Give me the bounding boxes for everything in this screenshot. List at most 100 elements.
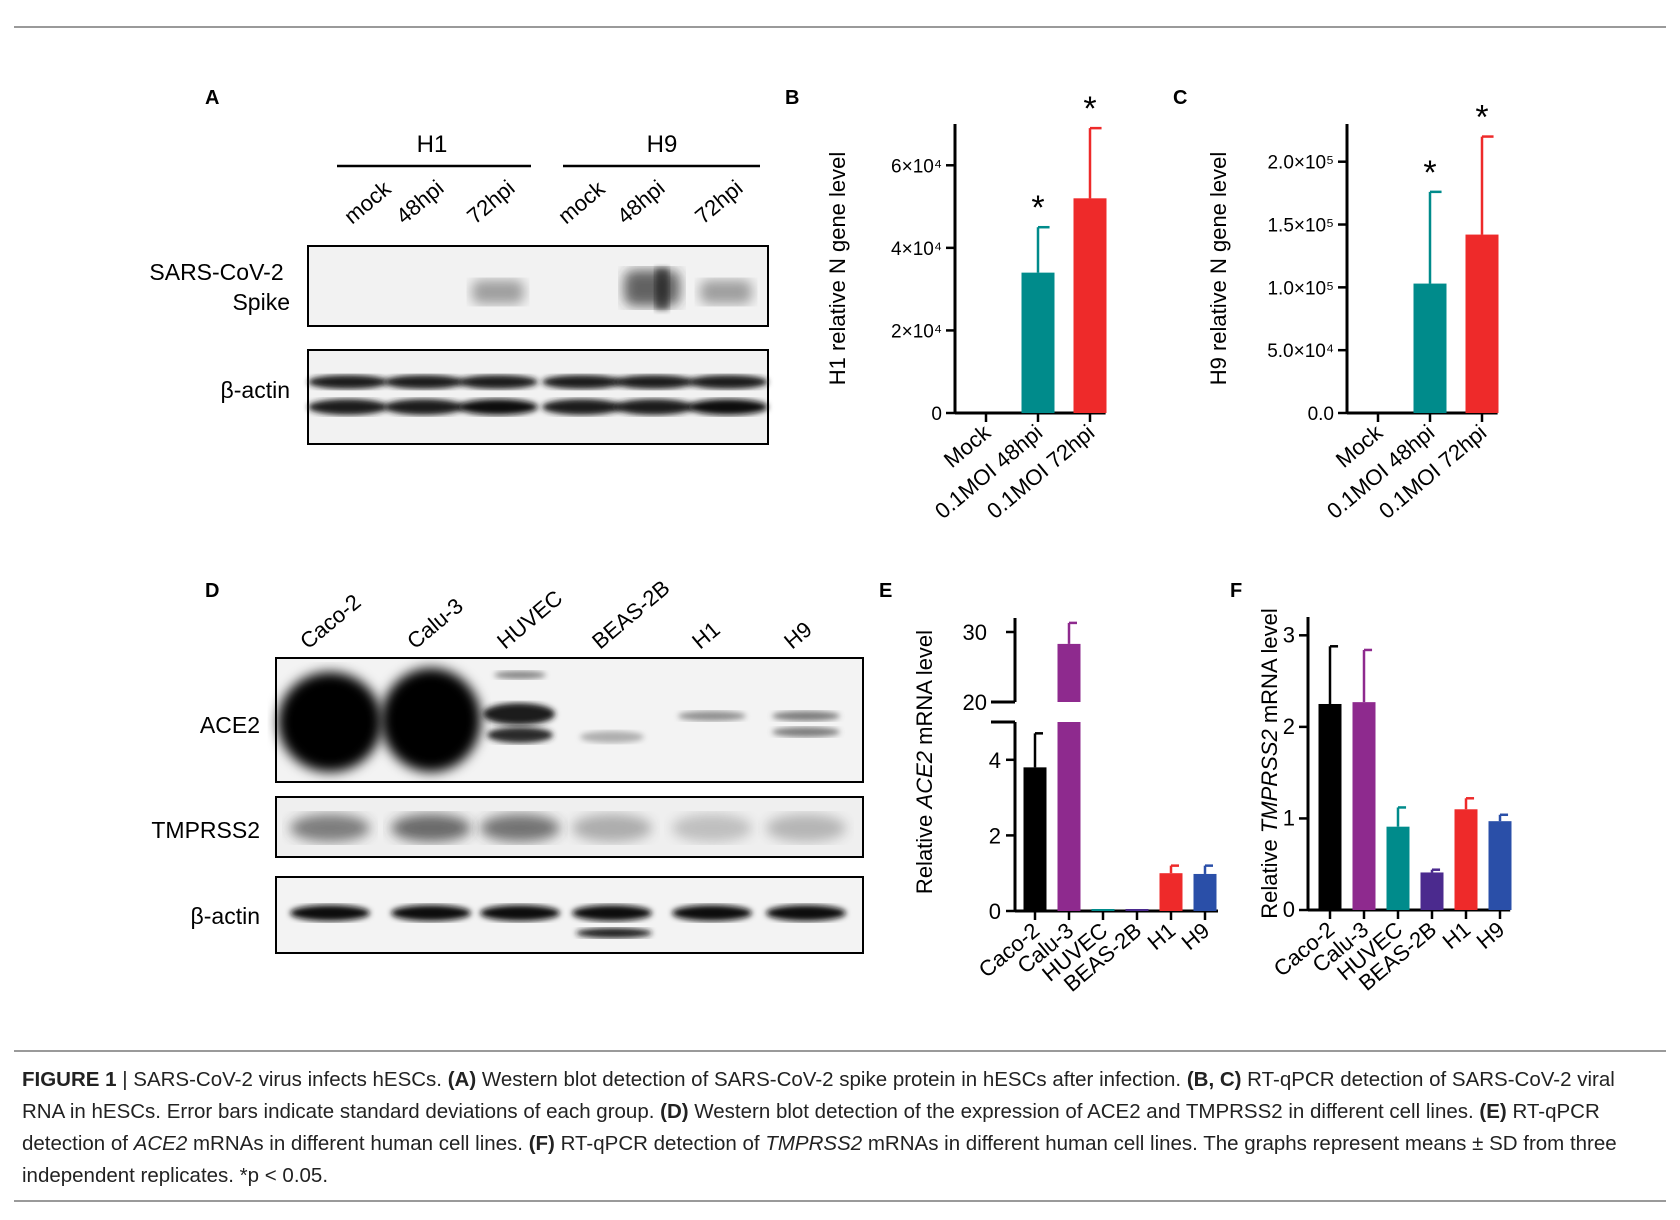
bar <box>1159 873 1183 911</box>
beta-actin-blot-a <box>307 349 769 445</box>
lane-label-a: mock <box>553 175 610 229</box>
caption-segment: (D) <box>660 1100 689 1123</box>
ace2-band-huvec-lower <box>487 727 553 743</box>
group-label-h1: H1 <box>417 131 448 158</box>
ace2-band-caco2 <box>278 672 382 772</box>
y-tick-label: 0 <box>931 404 942 425</box>
y-axis-label-part: Relative <box>1257 833 1282 919</box>
panel-f-letter: F <box>1230 580 1242 602</box>
y-tick-label: 2.0×10⁵ <box>1267 153 1334 174</box>
actin-band-lower <box>542 399 622 415</box>
actin-band-lower <box>688 399 768 415</box>
lane-label-a: 72hpi <box>690 175 747 229</box>
bar-lower <box>1057 722 1081 911</box>
actin-band-d <box>391 905 471 921</box>
chart-f: 0123Caco-2Calu-3HUVECBEAS-2BH1H9Relative… <box>1257 608 1512 996</box>
bar <box>1023 767 1047 911</box>
y-tick-label: 2×10⁴ <box>891 321 942 342</box>
lane-label-d: HUVEC <box>492 585 567 654</box>
spike-row-label: SARS-CoV-2 Spike <box>149 259 290 315</box>
caption-body: SARS-CoV-2 virus infects hESCs. (A) West… <box>22 1068 1617 1187</box>
lane-label-a: 48hpi <box>612 175 669 229</box>
y-tick-label: 0 <box>989 899 1001 924</box>
y-tick-label: 4×10⁴ <box>891 239 942 260</box>
bar <box>1318 703 1342 910</box>
spike-band-h1-72hpi <box>472 280 524 304</box>
y-tick-label: 5.0×10⁴ <box>1267 341 1334 362</box>
bar <box>1488 821 1512 910</box>
beas2b-extra-band <box>576 928 652 938</box>
y-axis-label-part: Relative <box>912 808 937 894</box>
caption-segment: RT-qPCR detection of <box>554 1132 766 1155</box>
tmprss2-band <box>391 814 471 842</box>
lane-label-d: Calu-3 <box>402 593 468 654</box>
actin-band-d <box>572 905 652 921</box>
bar <box>1091 909 1115 911</box>
chart-e: 0242030Caco-2Calu-3HUVECBEAS-2BH1H9Relat… <box>912 618 1218 997</box>
panel-c-letter: C <box>1173 87 1187 109</box>
y-tick-label: 20 <box>963 690 987 715</box>
beta-actin-label-a: β-actin <box>221 377 290 403</box>
caption-segment: (F) <box>528 1132 555 1155</box>
actin-band-lower <box>384 399 464 415</box>
y-tick-label: 2 <box>989 823 1001 848</box>
tmprss2-band <box>480 814 560 842</box>
ace2-band-h1 <box>678 711 746 721</box>
ace2-band-huvec-top <box>494 671 546 679</box>
caption-segment: (B, C) <box>1186 1068 1242 1091</box>
ace2-band-huvec-upper <box>483 703 555 725</box>
significance-mark: * <box>1423 154 1436 192</box>
y-axis-label: H1 relative N gene level <box>825 152 850 386</box>
y-tick-label: 1.5×10⁵ <box>1267 216 1334 237</box>
lane-label-a: mock <box>339 175 396 229</box>
caption-segment: (A) <box>447 1068 477 1091</box>
ace2-band-h9-lower <box>772 727 840 737</box>
spike-band-h9-48hpi-core <box>655 268 669 310</box>
tmprss2-band <box>290 814 370 842</box>
chart-c: 0.05.0×10⁴1.0×10⁵1.5×10⁵2.0×10⁵Mock*0.1M… <box>1206 99 1499 524</box>
actin-band-d <box>766 905 846 921</box>
significance-mark: * <box>1083 90 1096 128</box>
spike-blot <box>307 245 769 327</box>
actin-band-upper <box>542 375 622 389</box>
top-rule <box>14 26 1666 28</box>
beta-actin-blot-d <box>275 876 864 954</box>
x-tick-label: H9 <box>1472 917 1510 954</box>
actin-band-d <box>290 905 370 921</box>
significance-mark: * <box>1475 99 1488 137</box>
caption-segment: mRNAs in different human cell lines. The… <box>22 1132 1617 1187</box>
bar <box>1465 234 1499 413</box>
y-tick-label: 0.0 <box>1308 404 1334 425</box>
y-tick-label: 1.0×10⁵ <box>1267 278 1334 299</box>
lane-label-d: BEAS-2B <box>587 575 674 654</box>
y-axis-label-part: mRNA level <box>1257 608 1282 729</box>
ace2-band-calu3 <box>381 668 481 772</box>
spike-band-h9-48hpi <box>624 270 680 306</box>
ace2-band-h9-upper <box>772 711 840 721</box>
ace2-row-label: ACE2 <box>200 712 260 738</box>
caption-frame <box>14 1050 1666 1202</box>
panel-d-letter: D <box>205 580 219 602</box>
panel-e-letter: E <box>879 580 892 602</box>
actin-band-d <box>480 905 560 921</box>
y-axis-label-part: ACE2 <box>912 751 937 810</box>
tmprss2-band <box>672 814 752 842</box>
lane-label-d: H1 <box>687 617 725 654</box>
y-tick-label: 3 <box>1283 622 1295 647</box>
lane-label-a: 72hpi <box>462 175 519 229</box>
actin-band-upper <box>384 375 464 389</box>
actin-band-upper <box>688 375 768 389</box>
bar <box>1073 198 1107 413</box>
caption-segment: ACE2 <box>133 1132 188 1155</box>
y-axis-label-part: mRNA level <box>912 630 937 751</box>
actin-band-lower <box>614 399 694 415</box>
y-axis-label: Relative ACE2 mRNA level <box>912 630 937 894</box>
y-axis-label-part: TMPRSS2 <box>1257 729 1282 833</box>
bar <box>1420 872 1444 910</box>
bar <box>1454 809 1478 910</box>
group-label-h9: H9 <box>647 131 678 158</box>
actin-band-lower <box>458 399 538 415</box>
bar <box>1352 702 1376 910</box>
